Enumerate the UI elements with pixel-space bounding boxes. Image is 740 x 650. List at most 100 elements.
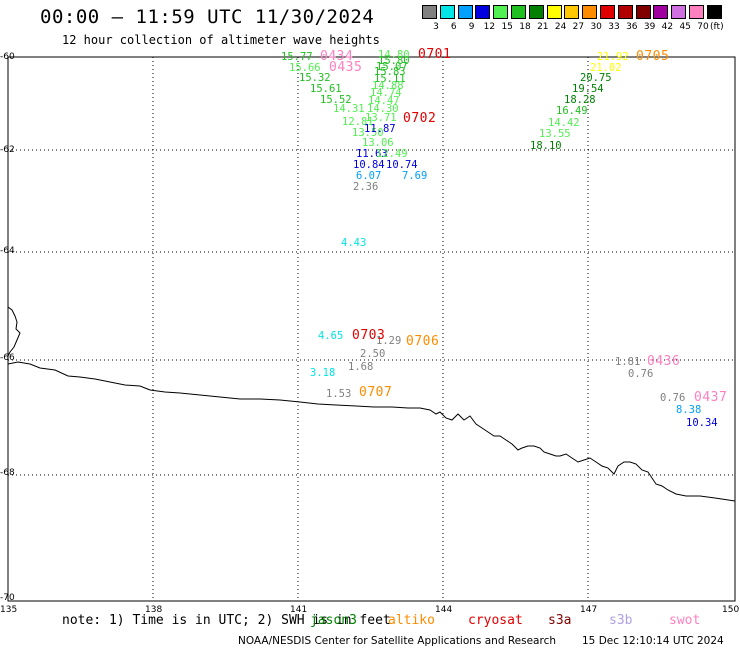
legend-swatch [653,5,669,19]
legend-swatch [617,5,633,19]
legend-label: 9 [468,22,475,32]
wave-height-value: 15.77 [281,51,313,63]
wave-height-value: 3.18 [310,367,336,379]
wave-height-value: 21.92 [597,51,629,63]
lon-tick: 144 [435,605,453,615]
lat-tick: -66 [0,353,15,363]
pass-id-label: 0702 [403,111,437,126]
legend-label: 15 [501,22,513,32]
lon-tick: 135 [0,605,18,615]
wave-height-value: 1.68 [348,361,374,373]
wave-height-value: 1.81 [615,356,641,368]
satellite-label: altiko [388,613,435,628]
lon-tick: 141 [290,605,308,615]
legend-label: 30 [590,22,602,32]
legend-swatch [422,5,437,19]
wave-height-value: 18.10 [530,140,562,152]
wave-height-value: 8.38 [676,404,702,416]
legend-label: 24 [554,22,567,32]
wave-height-value: 2.50 [360,348,386,360]
legend-swatch [511,5,526,19]
wave-height-value: 14.47 [368,95,400,107]
wave-height-value: 15.80 [378,55,410,67]
map-title: 00:00 — 11:59 UTC 11/30/2024 [40,6,375,28]
lon-tick: 138 [145,605,163,615]
legend-label: 18 [519,22,531,32]
wave-height-value: 14.74 [370,87,402,99]
lat-tick: -68 [0,468,15,478]
legend-swatch [600,5,615,19]
pass-id-label: 0703 [352,328,386,343]
legend-label: 36 [626,22,638,32]
wave-height-value: 14.42 [548,117,580,129]
legend-label: 3 [433,22,439,32]
wave-height-value: 15.52 [320,94,352,106]
legend-swatch [457,5,473,19]
wave-height-value: 10.34 [686,417,718,429]
wave-height-value: 12.49 [376,148,408,160]
satellite-label: swot [669,613,701,628]
wave-height-value: 15.32 [299,72,331,84]
legend-swatch [582,5,598,19]
legend-swatch [528,5,544,19]
wave-height-value: 12.81 [342,116,374,128]
satellite-label: cryosat [468,613,523,628]
credit-line: NOAA/NESDIS Center for Satellite Applica… [238,635,556,647]
wave-height-value: 14.30 [367,103,399,115]
wave-height-value: 7.69 [402,170,428,182]
wave-height-value: 10.84 [353,159,385,171]
legend-label: 39 [643,22,656,32]
wave-height-value: 4.65 [318,330,344,342]
satellite-label: jason3 [310,613,357,628]
wave-height-value: 13.06 [362,137,394,149]
wave-height-value: 14.31 [333,103,365,115]
legend-swatch [493,5,509,19]
wave-height-value: 13.55 [539,128,571,140]
wave-height-value: 15.07 [376,61,408,73]
footer-note: note: 1) Time is in UTC; 2) SWH is in fe… [62,613,391,628]
wave-height-value: 15.66 [289,62,321,74]
legend-swatch [475,5,491,19]
wave-height-value: 11.87 [364,123,396,135]
legend-label: 21 [537,22,549,32]
wave-height-value: 20.75 [580,72,612,84]
lon-tick: 150 [722,605,740,615]
legend-swatch [635,5,651,19]
pass-id-label: 0437 [694,390,728,405]
legend-swatch [671,5,687,19]
wave-height-value: 21.02 [590,62,622,74]
legend-label: 6 [450,22,457,32]
legend-label: 27 [572,22,585,32]
wave-height-value: 4.43 [341,237,367,249]
pass-id-label: 0701 [418,47,452,62]
legend-swatch [564,5,580,19]
legend-label: 45 [679,22,691,32]
pass-id-label: 0706 [406,334,440,349]
pass-id-label: 0705 [636,49,670,64]
lat-tick: -62 [0,145,15,155]
satellite-label: s3a [548,613,572,628]
map-frame [7,56,736,602]
wave-height-value: 0.76 [628,368,654,380]
legend-label: 70 [697,22,709,32]
legend-swatch [546,5,562,19]
wave-height-value: 14.80 [378,49,410,61]
wave-height-value: 15.61 [310,83,342,95]
antarctic-coastline [7,306,736,502]
wave-height-value: 13.71 [365,112,397,124]
lat-tick: -60 [0,52,15,62]
wave-height-value: 10.74 [386,159,418,171]
satellite-label: s3b [609,613,633,628]
map-subtitle: 12 hour collection of altimeter wave hei… [62,33,380,47]
wave-height-value: 13.50 [352,127,384,139]
wave-height-value: 16.49 [556,105,588,117]
graticule [8,57,735,601]
legend-swatch [439,5,455,19]
legend-unit: (ft) [710,22,724,32]
wave-height-value: 6.07 [356,170,382,182]
pass-id-label: 0436 [647,354,681,369]
lat-tick: -64 [0,246,15,256]
legend-swatch [706,5,722,19]
